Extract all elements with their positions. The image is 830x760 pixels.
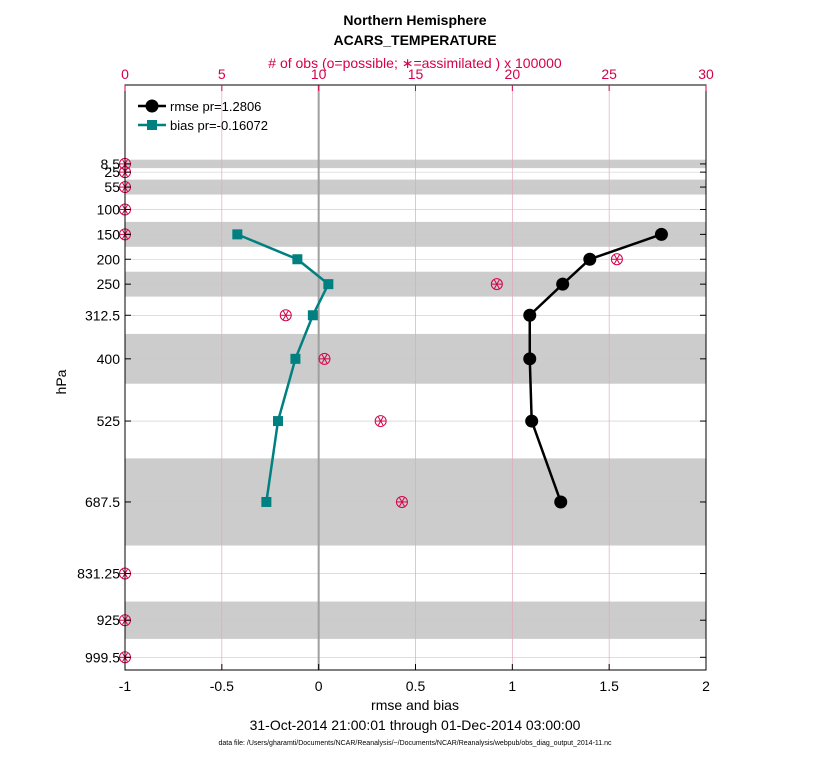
top-axis-label: # of obs (o=possible; ∗=assimilated ) x …: [268, 55, 562, 71]
chart-subtitle: ACARS_TEMPERATURE: [333, 32, 496, 48]
date-range: 31-Oct-2014 21:00:01 through 01-Dec-2014…: [250, 717, 581, 733]
top-tick-label: 20: [505, 66, 521, 82]
x-tick-label: 2: [702, 678, 710, 694]
top-axis-ticks: 0 5 10 15 20 25 30: [121, 66, 714, 91]
top-tick-label: 10: [311, 66, 327, 82]
data-point: [307, 310, 318, 321]
y-tick-label: 831.25: [77, 566, 120, 582]
asterisk-stroke: [377, 416, 384, 426]
data-point: [523, 352, 537, 366]
y-axis-label: hPa: [53, 369, 69, 394]
x-tick-label: 1: [508, 678, 516, 694]
legend-marker: [145, 99, 159, 113]
data-point: [654, 227, 668, 241]
asterisk-stroke: [399, 497, 405, 507]
y-tick-label: 400: [97, 351, 121, 367]
y-tick-label: 999.5: [85, 649, 120, 665]
obs-assimilated-marker: [491, 279, 502, 289]
data-point: [556, 277, 570, 291]
y-tick-label: 525: [97, 413, 121, 429]
data-point: [261, 496, 272, 507]
y-tick-label: 25: [104, 164, 120, 180]
data-file-note: data file: /Users/gharamti/Documents/NCA…: [218, 740, 612, 747]
top-tick-label: 0: [121, 66, 129, 82]
legend-marker: [147, 120, 157, 130]
asterisk-stroke: [321, 354, 328, 364]
top-tick-label: 15: [408, 66, 424, 82]
obs-possible-marker: [395, 495, 408, 508]
x-tick-label: 0: [315, 678, 323, 694]
data-series: [232, 227, 668, 509]
top-tick-label: 30: [698, 66, 714, 82]
x-tick-label: 1.5: [599, 678, 619, 694]
asterisk-stroke: [282, 310, 289, 320]
top-tick-label: 25: [601, 66, 617, 82]
asterisk-stroke: [613, 254, 620, 264]
x-axis-label: rmse and bias: [371, 697, 459, 713]
legend: rmse pr=1.2806 bias pr=-0.16072: [138, 99, 268, 133]
data-point: [583, 252, 597, 266]
data-point: [232, 229, 243, 240]
top-tick-label: 5: [218, 66, 226, 82]
x-tick-label: 0.5: [406, 678, 426, 694]
x-tick-label: -1: [119, 678, 132, 694]
data-point: [272, 416, 283, 427]
obs-possible-marker: [610, 253, 623, 266]
obs-possible-marker: [279, 309, 292, 322]
data-point: [523, 308, 537, 322]
y-tick-label: 925: [97, 612, 121, 628]
obs-assimilated-marker: [319, 354, 330, 364]
y-tick-label: 312.5: [85, 307, 120, 323]
obs-assimilated-marker: [611, 254, 622, 264]
data-point: [292, 254, 303, 265]
obs-possible-marker: [318, 352, 331, 365]
obs-assimilated-marker: [396, 497, 407, 507]
data-point: [525, 414, 539, 428]
data-point: [554, 495, 568, 509]
y-tick-label: 687.5: [85, 494, 120, 510]
y-tick-label: 250: [97, 276, 121, 292]
bottom-axis-ticks: -1 -0.5 0 0.5 1 1.5 2: [119, 664, 710, 694]
obs-possible-marker: [374, 415, 387, 428]
plot-area: -1 -0.5 0 0.5 1 1.5 2 0 5 10 15 20 25 30 8.525551001…: [77, 66, 714, 694]
data-point: [290, 353, 301, 364]
y-tick-label: 200: [97, 251, 121, 267]
data-point: [323, 279, 334, 290]
y-tick-label: 150: [97, 226, 121, 242]
asterisk-stroke: [493, 279, 500, 289]
y-tick-label: 100: [97, 201, 121, 217]
y-tick-label: 55: [104, 179, 120, 195]
legend-label: bias pr=-0.16072: [170, 118, 268, 133]
y-tick-label: 8.5: [101, 156, 121, 172]
chart-title: Northern Hemisphere: [343, 12, 486, 28]
legend-label: rmse pr=1.2806: [170, 99, 261, 114]
obs-possible-marker: [490, 278, 503, 291]
x-tick-label: -0.5: [210, 678, 234, 694]
obs-assimilated-marker: [375, 416, 386, 426]
obs-assimilated-marker: [280, 310, 291, 320]
